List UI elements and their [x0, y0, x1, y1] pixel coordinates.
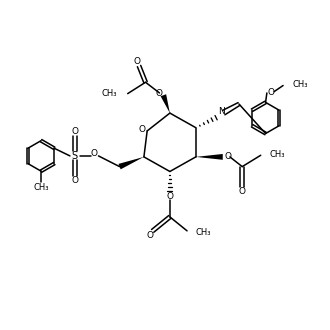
Text: O: O — [134, 57, 141, 66]
Text: CH₃: CH₃ — [195, 228, 211, 237]
Text: CH₃: CH₃ — [292, 80, 308, 89]
Text: O: O — [72, 127, 79, 136]
Text: O: O — [90, 149, 97, 158]
Text: O: O — [224, 152, 231, 161]
Text: O: O — [138, 125, 145, 134]
Text: O: O — [72, 176, 79, 185]
Text: S: S — [72, 151, 78, 161]
Text: N: N — [218, 107, 224, 116]
Text: O: O — [146, 231, 153, 240]
Polygon shape — [196, 154, 223, 160]
Text: O: O — [239, 187, 246, 196]
Text: CH₃: CH₃ — [33, 182, 49, 191]
Text: CH₃: CH₃ — [270, 150, 285, 159]
Text: CH₃: CH₃ — [102, 89, 117, 98]
Text: O: O — [166, 192, 173, 201]
Text: O: O — [155, 89, 162, 98]
Text: O: O — [268, 88, 275, 97]
Polygon shape — [161, 94, 170, 113]
Polygon shape — [118, 157, 144, 169]
